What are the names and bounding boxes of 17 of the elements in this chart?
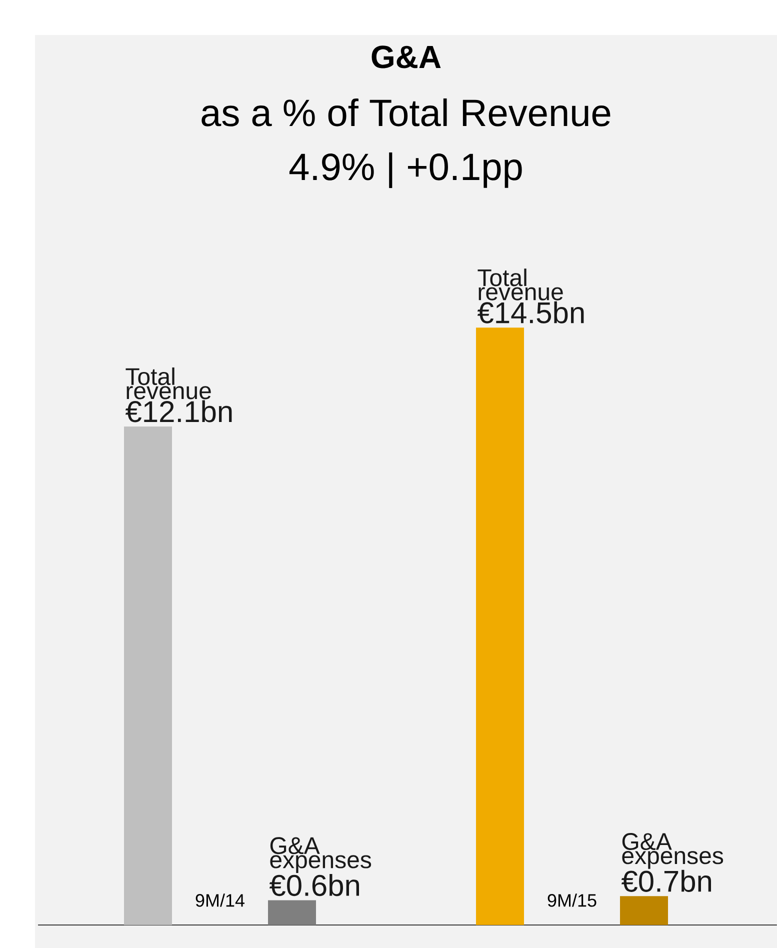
- data-label: €12.1bn: [125, 400, 232, 422]
- chart-subtitle: as a % of Total Revenue: [202, 98, 610, 126]
- bar: [476, 328, 524, 925]
- x-tick-label: 9M/15: [548, 894, 596, 907]
- bar: [268, 900, 316, 925]
- text: Total revenue: [478, 268, 563, 300]
- text: G&A expenses: [622, 833, 724, 869]
- chart-title: G&A: [372, 46, 441, 68]
- data-label: €14.5bn: [477, 301, 584, 324]
- x-tick-label: 9M/14: [196, 894, 244, 907]
- text: 4.9% | +0.1pp: [289, 152, 522, 188]
- bar: [620, 896, 668, 925]
- bar: [124, 426, 172, 925]
- series-label: Total revenue: [126, 367, 211, 400]
- data-label: €0.6bn: [269, 874, 360, 896]
- series-label: G&A expenses: [270, 837, 372, 874]
- data-label: €0.7bn: [621, 870, 712, 892]
